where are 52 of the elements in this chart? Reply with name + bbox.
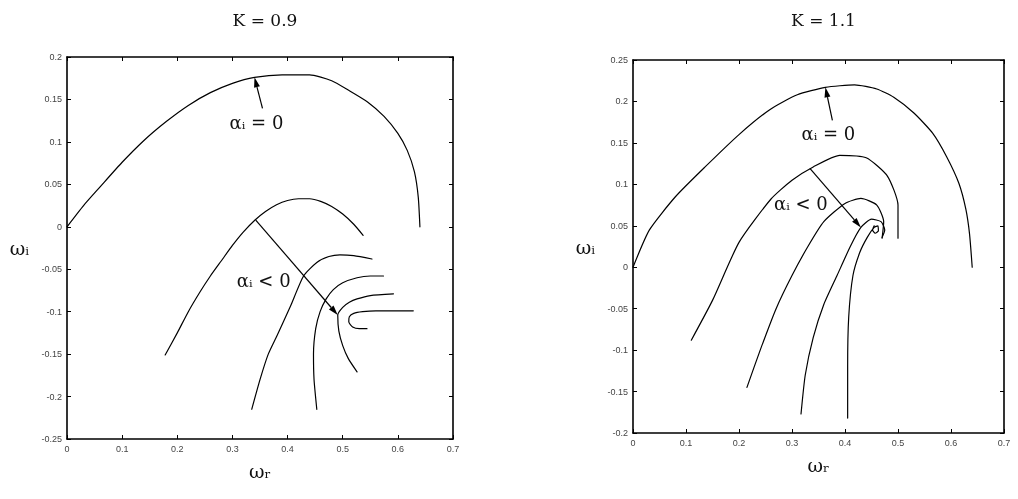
y-tick-label: -0.2 — [46, 391, 62, 402]
y-tick-label: 0.1 — [615, 179, 628, 190]
x-tick-label: 0.4 — [838, 437, 852, 448]
line-series — [847, 225, 879, 419]
line-series — [164, 198, 364, 356]
x-tick-label: 0.3 — [785, 437, 799, 448]
x-tick-label: 0.7 — [446, 443, 460, 454]
y-tick-label: 0.15 — [44, 94, 62, 105]
y-tick-label: -0.2 — [612, 428, 628, 438]
x-tick-label: 0 — [630, 437, 636, 448]
y-tick-label: 0 — [622, 262, 628, 273]
x-tick-label: 0.2 — [171, 443, 184, 454]
y-tick-label: -0.15 — [607, 386, 628, 397]
x-tick-label: 0.2 — [732, 437, 746, 448]
x-tick-label: 0.6 — [944, 437, 958, 448]
line-series — [690, 154, 899, 341]
y-tick-label: 0.15 — [610, 137, 628, 148]
y-tick-label: 0.1 — [49, 136, 62, 147]
x-tick-label: 0.1 — [115, 443, 129, 454]
y-tick-label: 0 — [56, 221, 62, 232]
y-tick-label: -0.05 — [607, 303, 628, 314]
y-axis-title: ωᵢ — [9, 237, 30, 259]
y-tick-label: 0.05 — [610, 220, 628, 231]
y-tick-label: -0.15 — [41, 349, 62, 360]
y-tick-label: 0.2 — [49, 52, 62, 62]
chart-title: K = 1.1 — [791, 9, 856, 30]
y-tick-label: 0.25 — [610, 55, 628, 65]
x-tick-label: 0.6 — [391, 443, 405, 454]
y-tick-label: -0.1 — [46, 306, 62, 317]
annotation: αᵢ < 0 — [774, 193, 828, 215]
annotation: αᵢ = 0 — [229, 112, 284, 134]
y-tick-label: 0.05 — [44, 179, 62, 190]
line-series — [251, 254, 373, 410]
chart-title: K = 0.9 — [232, 9, 298, 30]
x-tick-label: 0.1 — [679, 437, 693, 448]
x-axis-title: ωᵣ — [807, 453, 830, 476]
y-tick-label: -0.05 — [41, 264, 62, 275]
x-tick-label: 0 — [64, 443, 70, 454]
line-series — [348, 310, 414, 330]
y-tick-label: -0.1 — [612, 345, 628, 356]
y-axis-title: ωᵢ — [575, 235, 596, 258]
y-tick-label: 0.2 — [615, 96, 628, 107]
annotation: αᵢ = 0 — [801, 123, 856, 145]
x-tick-label: 0.7 — [997, 437, 1011, 448]
x-axis-title: ωᵣ — [248, 459, 272, 482]
annotation: αᵢ < 0 — [236, 270, 291, 292]
y-tick-label: -0.25 — [41, 434, 62, 444]
x-tick-label: 0.5 — [336, 443, 349, 454]
x-tick-label: 0.4 — [281, 443, 294, 454]
x-tick-label: 0.3 — [226, 443, 239, 454]
line-series — [312, 275, 385, 410]
x-tick-label: 0.5 — [891, 437, 905, 448]
